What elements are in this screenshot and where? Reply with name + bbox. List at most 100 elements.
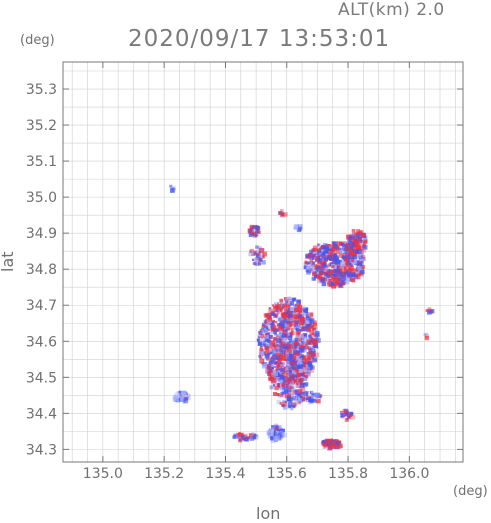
echo-cell (306, 268, 312, 273)
echo-cell (351, 278, 356, 283)
echo-cell (292, 367, 296, 371)
echo-cell (324, 257, 329, 262)
echo-cell (298, 361, 302, 366)
echo-cell (328, 268, 333, 273)
echo-cell (272, 319, 276, 323)
echo-cell (305, 253, 310, 258)
echo-cell (309, 258, 314, 262)
echo-cell (336, 271, 340, 276)
echo-cell (258, 253, 264, 259)
echo-cell (253, 228, 256, 232)
echo-cell (302, 355, 307, 360)
echo-cell (297, 361, 300, 365)
echo-cell (249, 434, 252, 438)
echo-cell (262, 340, 266, 344)
echo-cell (352, 246, 357, 250)
echo-cell (338, 253, 344, 259)
echo-cell (268, 345, 272, 349)
echo-cell (258, 355, 261, 358)
echo-cell (332, 270, 336, 273)
echo-cell (281, 383, 285, 387)
echo-cell (264, 329, 269, 334)
echo-cell (296, 311, 299, 315)
echo-cell (267, 367, 270, 370)
echo-cell (322, 250, 328, 256)
echo-cell (357, 239, 363, 244)
echo-cell (272, 310, 276, 314)
echo-cell (344, 279, 350, 285)
echo-cell (294, 341, 298, 346)
echo-cell (300, 334, 304, 338)
echo-cell (290, 373, 295, 378)
echo-cell (303, 340, 308, 345)
echo-cell (347, 416, 350, 419)
echo-cell (313, 270, 317, 274)
echo-cell (308, 358, 314, 364)
echo-cell (298, 319, 301, 322)
echo-cell (304, 374, 309, 379)
echo-cell (282, 377, 287, 382)
echo-cell (344, 267, 347, 270)
echo-cell (275, 343, 280, 349)
echo-cell (303, 266, 307, 270)
echo-cell (281, 350, 286, 354)
echo-cell (281, 321, 285, 325)
echo-cell (293, 304, 296, 308)
echo-cell (358, 236, 363, 242)
x-tick-label: 135.6 (267, 466, 307, 482)
echo-cell (269, 331, 273, 335)
echo-cell (306, 338, 311, 343)
echo-cell (272, 327, 277, 332)
echo-cell (297, 396, 300, 399)
echo-cell (326, 275, 330, 279)
echo-cell (283, 371, 288, 375)
echo-cell (311, 391, 314, 394)
echo-cell (284, 404, 290, 409)
echo-cell (272, 384, 276, 387)
echo-cell (338, 247, 342, 251)
echo-cell (305, 314, 310, 318)
echo-cell (272, 361, 276, 365)
echo-cell (291, 364, 296, 370)
echo-cell (275, 309, 279, 313)
echo-cell (324, 267, 328, 271)
echo-cell (259, 348, 264, 352)
echo-cell (314, 338, 319, 344)
echo-cell (321, 245, 325, 248)
echo-cell (301, 361, 304, 364)
echo-cell (330, 244, 335, 250)
echo-cell (272, 330, 277, 334)
echo-cell (350, 272, 356, 278)
echo-cell (264, 337, 270, 342)
echo-cell (273, 302, 277, 305)
echo-cell (360, 232, 366, 238)
echo-cell (297, 380, 302, 385)
echo-cell (275, 424, 279, 428)
echo-cell (295, 327, 300, 332)
echo-cell (284, 355, 289, 359)
echo-cell (275, 425, 278, 428)
echo-cell (274, 385, 279, 391)
echo-cell (184, 392, 187, 395)
echo-cell (336, 263, 341, 268)
echo-cell (256, 234, 259, 237)
echo-cell (360, 264, 366, 270)
echo-cell (301, 391, 305, 395)
echo-cell (281, 370, 285, 375)
echo-cell (282, 319, 286, 324)
echo-cell (257, 262, 262, 266)
echo-cell (335, 259, 341, 265)
echo-cell (282, 303, 288, 309)
echo-cell (270, 340, 275, 345)
echo-cell (312, 250, 316, 254)
echo-cell (283, 400, 286, 404)
echo-cell (281, 312, 286, 317)
echo-cell (350, 264, 354, 268)
echo-cell (295, 314, 300, 320)
x-axis-unit: (deg) (453, 484, 488, 499)
echo-cell (326, 277, 329, 280)
echo-cell (306, 395, 309, 398)
echo-cell (325, 440, 331, 445)
echo-cell (271, 331, 275, 335)
echo-cell (279, 321, 282, 325)
